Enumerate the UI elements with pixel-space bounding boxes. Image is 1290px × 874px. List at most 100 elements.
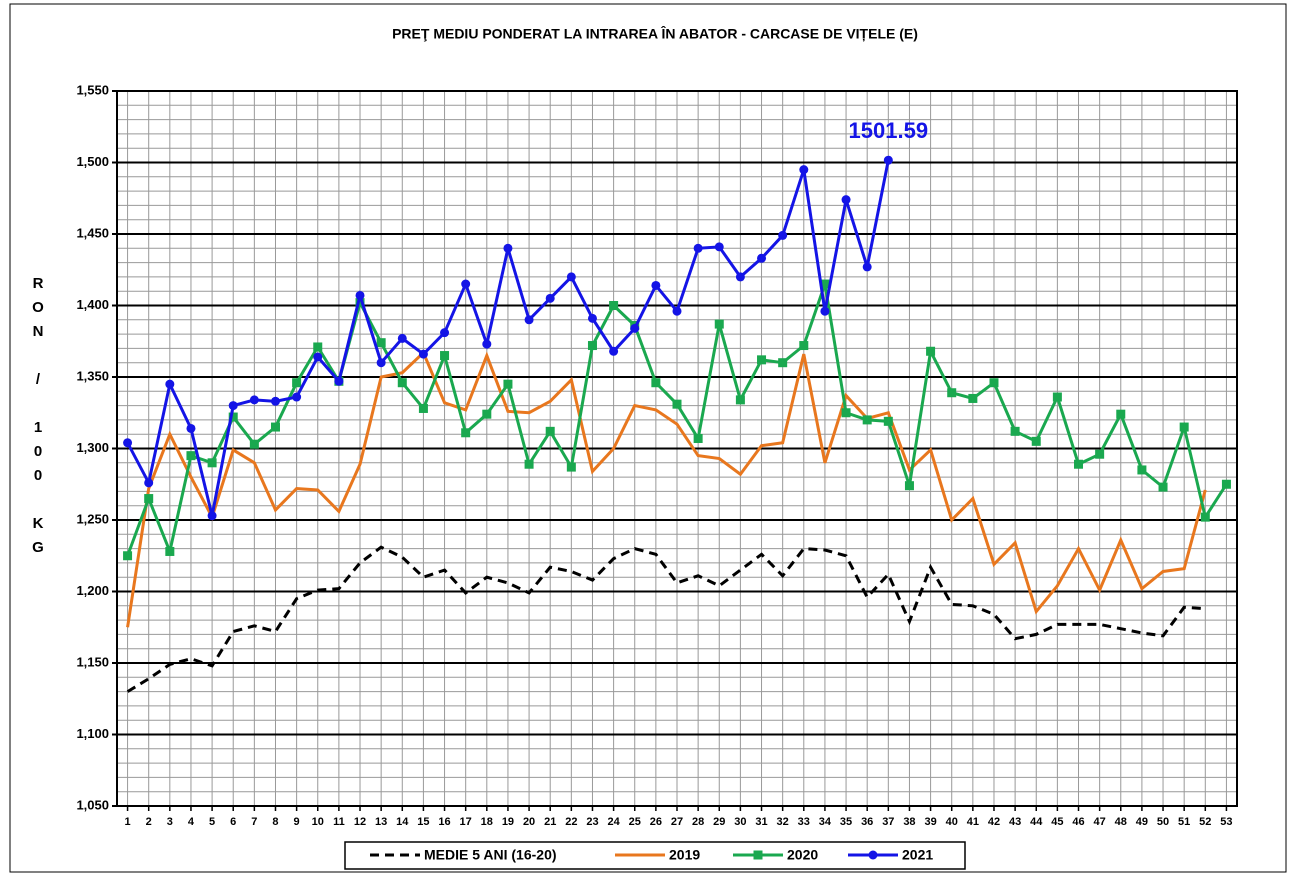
x-tick-label: 21 <box>544 816 556 828</box>
marker <box>292 392 302 402</box>
marker <box>587 313 597 323</box>
marker <box>672 399 682 409</box>
marker <box>144 494 154 504</box>
marker <box>313 352 323 362</box>
marker <box>714 319 724 329</box>
marker <box>397 333 407 343</box>
marker <box>418 349 428 359</box>
marker <box>545 426 555 436</box>
marker <box>228 401 238 411</box>
marker <box>609 301 619 310</box>
x-tick-label: 45 <box>1051 816 1063 828</box>
marker <box>123 551 133 561</box>
x-tick-label: 47 <box>1094 816 1106 828</box>
x-tick-label: 9 <box>294 816 300 828</box>
x-tick-label: 39 <box>924 816 936 828</box>
marker <box>1200 512 1210 522</box>
x-tick-label: 32 <box>777 816 789 828</box>
x-tick-label: 42 <box>988 816 1000 828</box>
x-tick-label: 51 <box>1178 816 1190 828</box>
marker <box>418 403 428 413</box>
x-tick-label: 29 <box>713 816 725 828</box>
y-tick-label: 1,350 <box>76 368 109 383</box>
marker <box>609 346 619 356</box>
marker <box>989 378 999 388</box>
x-tick-label: 30 <box>734 816 746 828</box>
marker <box>186 451 196 461</box>
marker <box>1031 436 1041 446</box>
x-tick-label: 1 <box>125 816 131 828</box>
marker <box>820 306 830 316</box>
marker <box>123 438 133 448</box>
y-tick-label: 1,400 <box>76 297 109 312</box>
marker <box>883 155 893 165</box>
series-line <box>126 350 1207 628</box>
marker <box>566 272 576 282</box>
marker <box>1179 422 1189 432</box>
marker <box>440 351 450 361</box>
marker <box>270 396 280 406</box>
x-tick-label: 22 <box>565 816 577 828</box>
y-tick-label: 1,200 <box>76 583 109 598</box>
marker <box>440 328 450 338</box>
x-tick-label: 41 <box>967 816 979 828</box>
marker <box>545 293 555 303</box>
x-tick-label: 17 <box>460 816 472 828</box>
marker <box>735 395 745 405</box>
x-tick-label: 44 <box>1030 816 1043 828</box>
x-tick-label: 10 <box>312 816 324 828</box>
y-tick-label: 1,300 <box>76 440 109 455</box>
x-tick-label: 20 <box>523 816 535 828</box>
x-tick-label: 14 <box>396 816 409 828</box>
marker <box>165 379 175 389</box>
x-tick-label: 48 <box>1115 816 1127 828</box>
marker <box>249 439 259 449</box>
x-tick-label: 38 <box>903 816 915 828</box>
marker <box>883 416 893 426</box>
marker <box>355 290 365 300</box>
x-tick-label: 52 <box>1199 816 1211 828</box>
x-tick-label: 49 <box>1136 816 1148 828</box>
marker <box>799 165 809 175</box>
marker <box>249 395 259 405</box>
x-tick-label: 43 <box>1009 816 1021 828</box>
marker <box>757 253 767 263</box>
marker <box>1137 465 1147 475</box>
marker <box>566 462 576 472</box>
marker <box>524 315 534 325</box>
marker <box>186 423 196 433</box>
marker <box>355 298 365 308</box>
marker <box>461 428 471 438</box>
marker <box>207 458 217 468</box>
marker <box>144 478 154 488</box>
marker <box>1074 459 1084 469</box>
marker <box>862 415 872 425</box>
marker <box>926 346 936 356</box>
marker <box>841 195 851 205</box>
x-tick-label: 37 <box>882 816 894 828</box>
marker <box>376 338 386 348</box>
marker <box>778 358 788 368</box>
y-tick-label: 1,150 <box>76 654 109 669</box>
legend-label: 2021 <box>902 847 933 863</box>
x-tick-label: 40 <box>946 816 958 828</box>
x-tick-label: 28 <box>692 816 704 828</box>
marker <box>397 378 407 388</box>
x-tick-label: 50 <box>1157 816 1169 828</box>
x-tick-label: 27 <box>671 816 683 828</box>
x-tick-label: 16 <box>438 816 450 828</box>
x-tick-label: 35 <box>840 816 852 828</box>
marker <box>714 242 724 252</box>
x-tick-label: 26 <box>650 816 662 828</box>
marker <box>482 339 492 349</box>
series-line <box>126 545 1206 693</box>
marker <box>1052 392 1062 402</box>
x-tick-label: 2 <box>146 816 152 828</box>
marker <box>270 422 280 432</box>
x-tick-label: 25 <box>629 816 641 828</box>
marker <box>820 279 830 289</box>
x-tick-label: 34 <box>819 816 832 828</box>
x-tick-label: 31 <box>755 816 767 828</box>
